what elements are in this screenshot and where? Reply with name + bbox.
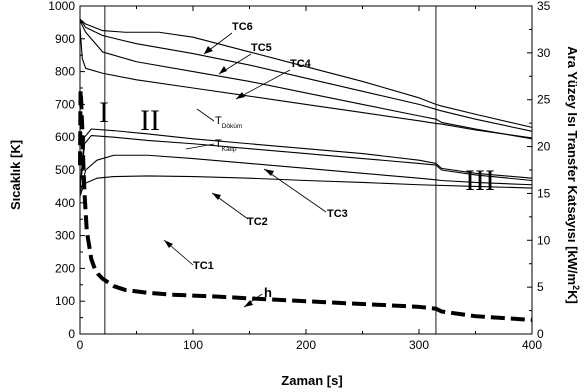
leader-tdokum	[196, 108, 215, 122]
region-label-i: I	[99, 96, 109, 129]
y-right-tick-label-5: 5	[537, 280, 544, 294]
label-tkalip-sub: Kalıp	[222, 146, 237, 153]
y-right-tick-label-20: 20	[537, 140, 551, 154]
leader-tc3	[263, 168, 327, 213]
arrowhead-tc6	[204, 46, 213, 54]
plot-area	[78, 6, 533, 334]
series-line-tc2	[79, 154, 533, 194]
y-left-tick-label-500: 500	[55, 163, 75, 177]
label-tc6: TC6	[232, 21, 253, 33]
label-leaders	[163, 32, 327, 308]
axes: 0 100 200 300 400010020030040050060070080090…	[48, 0, 550, 352]
x-tick-label-100: 100	[183, 338, 203, 352]
label-tdokum-main: T	[215, 115, 222, 127]
leader-tc4	[235, 69, 291, 100]
y-right-tick-label-25: 25	[537, 93, 551, 107]
y-left-tick-label-400: 400	[55, 196, 75, 210]
series-line-tc5	[79, 18, 533, 132]
series-line-h	[78, 88, 533, 322]
label-tc5: TC5	[251, 42, 272, 54]
arrowhead-h	[244, 300, 253, 307]
x-tick-label-200: 200	[296, 338, 316, 352]
label-tc1: TC1	[193, 260, 214, 272]
arrowhead-tc4	[236, 92, 245, 99]
label-h: h	[264, 285, 272, 300]
y-left-tick-label-0: 0	[68, 327, 75, 341]
arrowhead-tc5	[219, 66, 227, 74]
y-right-tick-label-0: 0	[537, 327, 544, 341]
y-left-tick-label-600: 600	[55, 130, 75, 144]
arrowhead-tc2	[212, 193, 221, 200]
y-axis-label-left: Sıcaklık [K]	[8, 140, 23, 210]
x-tick-label-400: 400	[522, 338, 542, 352]
label-tc2: TC2	[247, 216, 268, 228]
y-right-tick-label-30: 30	[537, 46, 551, 60]
label-tdokum-sub: Döküm	[222, 123, 243, 130]
y-right-tick-label-35: 35	[537, 0, 551, 13]
label-tkalip: TKalıp	[215, 138, 237, 153]
arrowhead-tc1	[164, 240, 173, 248]
y-left-tick-label-700: 700	[55, 97, 75, 111]
series-line-tc4	[79, 20, 533, 140]
series-line-tc6	[79, 18, 533, 128]
leader-arrowheads	[164, 46, 274, 307]
leader-tkalip	[185, 143, 215, 150]
y-left-tick-label-300: 300	[55, 229, 75, 243]
y-right-tick-label-10: 10	[537, 233, 551, 247]
series-line-tkalıp	[79, 128, 533, 187]
y-left-tick-label-900: 900	[55, 32, 75, 46]
series-line-tdöküm	[79, 27, 533, 139]
y-left-tick-label-800: 800	[55, 65, 75, 79]
y-axis-label-right-suffix: K]	[565, 290, 580, 304]
arrowhead-tc3	[264, 169, 274, 176]
y-left-tick-label-100: 100	[55, 294, 75, 308]
series-line-tc3	[79, 135, 533, 190]
region-label-ii: II	[140, 104, 160, 137]
y-left-tick-label-200: 200	[55, 261, 75, 275]
x-tick-label-300: 300	[409, 338, 429, 352]
y-axis-label-right: Ara Yüzey Isı Transfer Katsayısı [kW/m2K…	[565, 46, 581, 304]
x-axis-label: Zaman [s]	[281, 373, 342, 388]
y-left-tick-label-1000: 1000	[48, 0, 75, 13]
y-right-tick-label-15: 15	[537, 186, 551, 200]
label-tkalip-main: T	[215, 138, 222, 150]
x-tick-label-0: 0	[77, 338, 84, 352]
region-label-iii: III	[465, 164, 495, 197]
label-tdokum: TDöküm	[215, 115, 242, 130]
y-axis-label-right-main: Ara Yüzey Isı Transfer Katsayısı [kW/m	[565, 46, 580, 285]
label-tc3: TC3	[327, 208, 348, 220]
y-axis-label-right-sup: 2	[571, 285, 581, 290]
label-tc4: TC4	[290, 58, 312, 70]
